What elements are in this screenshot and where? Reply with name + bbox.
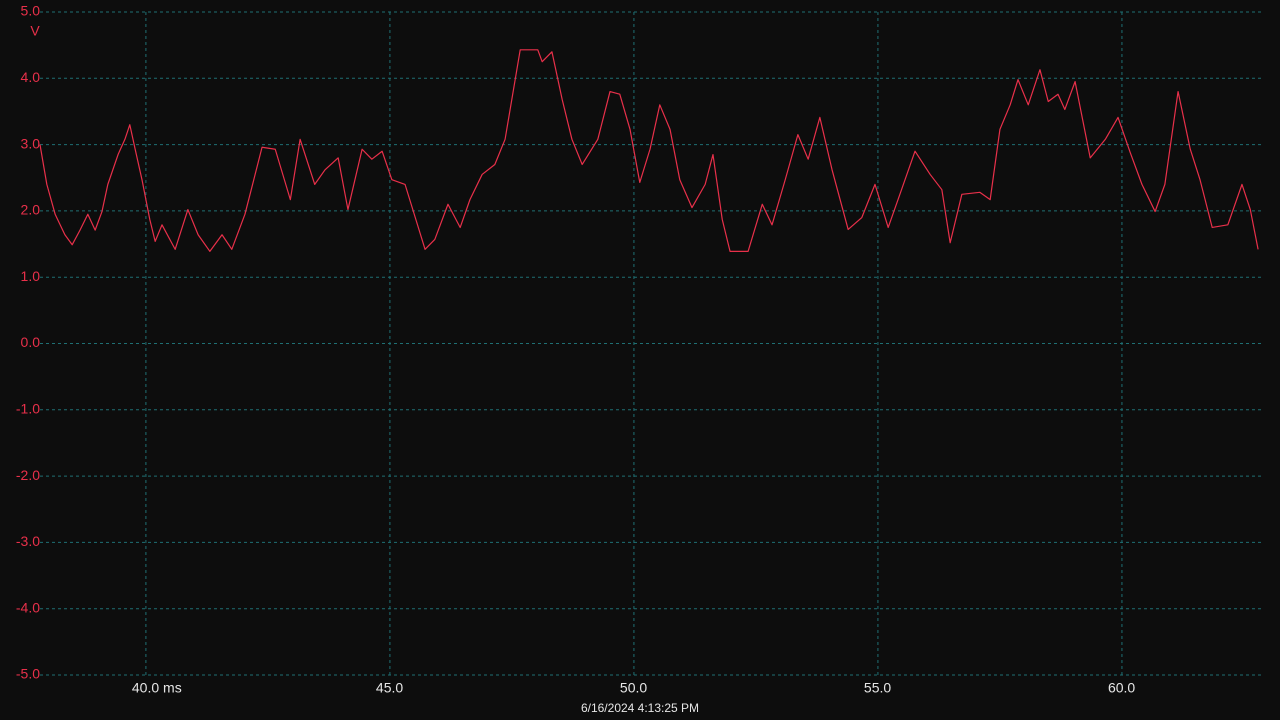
x-tick-label: 60.0 [1108,680,1135,696]
x-tick-label: 45.0 [376,680,403,696]
y-tick-label: -3.0 [16,533,40,549]
y-tick-label: 5.0 [21,3,41,19]
y-tick-label: 1.0 [21,268,41,284]
y-unit: V [30,23,40,39]
x-tick-label: 40.0 ms [132,680,182,696]
trace [39,49,1259,252]
y-tick-label: 0.0 [21,334,41,350]
x-tick-label: 50.0 [620,680,647,696]
y-tick-label: -2.0 [16,467,40,483]
y-tick-label: 3.0 [21,135,41,151]
y-tick-label: 4.0 [21,69,41,85]
x-tick-label: 55.0 [864,680,891,696]
y-tick-label: -4.0 [16,599,40,615]
y-tick-label: -1.0 [16,401,40,417]
y-tick-label: -5.0 [16,666,40,682]
timestamp: 6/16/2024 4:13:25 PM [581,701,699,715]
y-tick-label: 2.0 [21,202,41,218]
